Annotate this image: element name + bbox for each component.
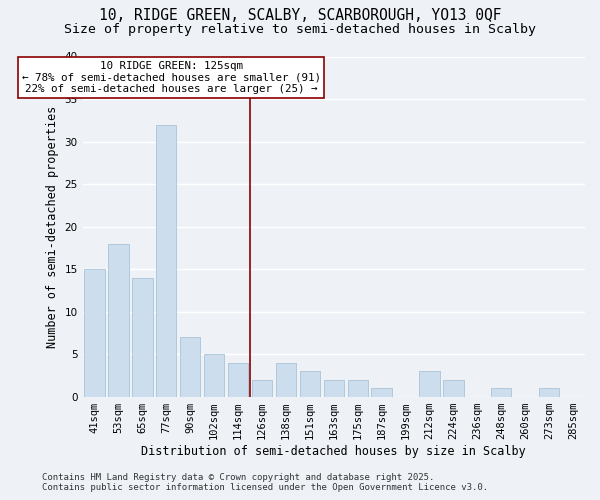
Bar — [299, 371, 320, 396]
Bar — [132, 278, 152, 396]
Bar — [156, 124, 176, 396]
Bar — [323, 380, 344, 396]
Text: Contains HM Land Registry data © Crown copyright and database right 2025.
Contai: Contains HM Land Registry data © Crown c… — [42, 473, 488, 492]
Bar — [419, 371, 440, 396]
Bar — [204, 354, 224, 397]
Y-axis label: Number of semi-detached properties: Number of semi-detached properties — [46, 106, 59, 348]
Bar — [228, 362, 248, 396]
Text: Size of property relative to semi-detached houses in Scalby: Size of property relative to semi-detach… — [64, 22, 536, 36]
Bar — [85, 269, 105, 396]
X-axis label: Distribution of semi-detached houses by size in Scalby: Distribution of semi-detached houses by … — [142, 444, 526, 458]
Bar — [371, 388, 392, 396]
Bar — [276, 362, 296, 396]
Bar — [180, 337, 200, 396]
Text: 10 RIDGE GREEN: 125sqm
← 78% of semi-detached houses are smaller (91)
22% of sem: 10 RIDGE GREEN: 125sqm ← 78% of semi-det… — [22, 61, 320, 94]
Bar — [539, 388, 559, 396]
Bar — [108, 244, 128, 396]
Bar — [443, 380, 464, 396]
Text: 10, RIDGE GREEN, SCALBY, SCARBOROUGH, YO13 0QF: 10, RIDGE GREEN, SCALBY, SCARBOROUGH, YO… — [99, 8, 501, 22]
Bar — [491, 388, 511, 396]
Bar — [252, 380, 272, 396]
Bar — [347, 380, 368, 396]
